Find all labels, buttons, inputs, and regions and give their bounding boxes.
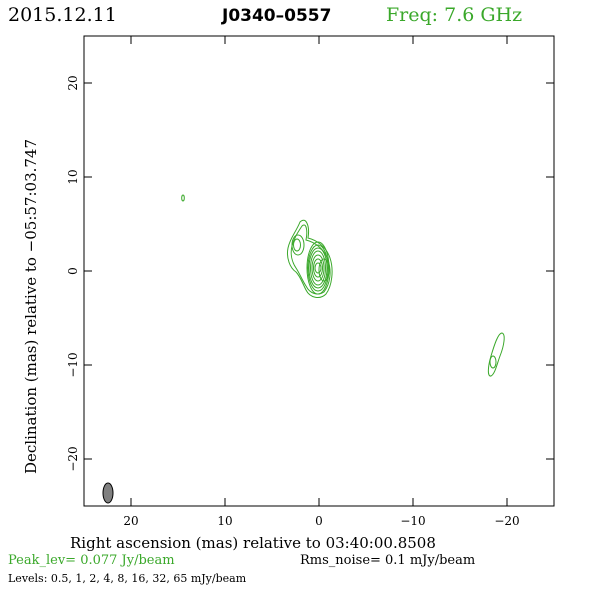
observation-date: 2015.12.11 [8, 4, 117, 26]
x-tick-marks [130, 36, 508, 506]
y-tick-label: −10 [66, 352, 80, 377]
y-axis-label: Declination (mas) relative to −05:57:03.… [22, 138, 40, 474]
y-tick-label: −20 [66, 446, 80, 471]
x-tick-label: −10 [400, 514, 425, 528]
contour-levels: Levels: 0.5, 1, 2, 4, 8, 16, 32, 65 mJy/… [8, 572, 247, 585]
x-tick-label: −20 [494, 514, 519, 528]
y-tick-label: 20 [66, 75, 80, 90]
beam-ellipse [102, 482, 114, 504]
y-tick-label: 10 [66, 169, 80, 184]
y-tick-label: 0 [66, 267, 80, 275]
x-axis-label: Right ascension (mas) relative to 03:40:… [70, 534, 436, 552]
x-tick-label: 0 [315, 514, 323, 528]
noise-component-contour [181, 194, 185, 202]
rms-noise: Rms_noise= 0.1 mJy/beam [300, 553, 476, 568]
source-name: J0340–0557 [222, 6, 332, 26]
core-contours [287, 219, 333, 298]
secondary-component-contours [487, 332, 505, 377]
x-tick-label: 20 [123, 514, 138, 528]
y-tick-marks [84, 82, 554, 460]
frequency-label: Freq: 7.6 GHz [386, 4, 523, 26]
peak-level: Peak_lev= 0.077 Jy/beam [8, 553, 175, 568]
x-tick-label: 10 [217, 514, 232, 528]
